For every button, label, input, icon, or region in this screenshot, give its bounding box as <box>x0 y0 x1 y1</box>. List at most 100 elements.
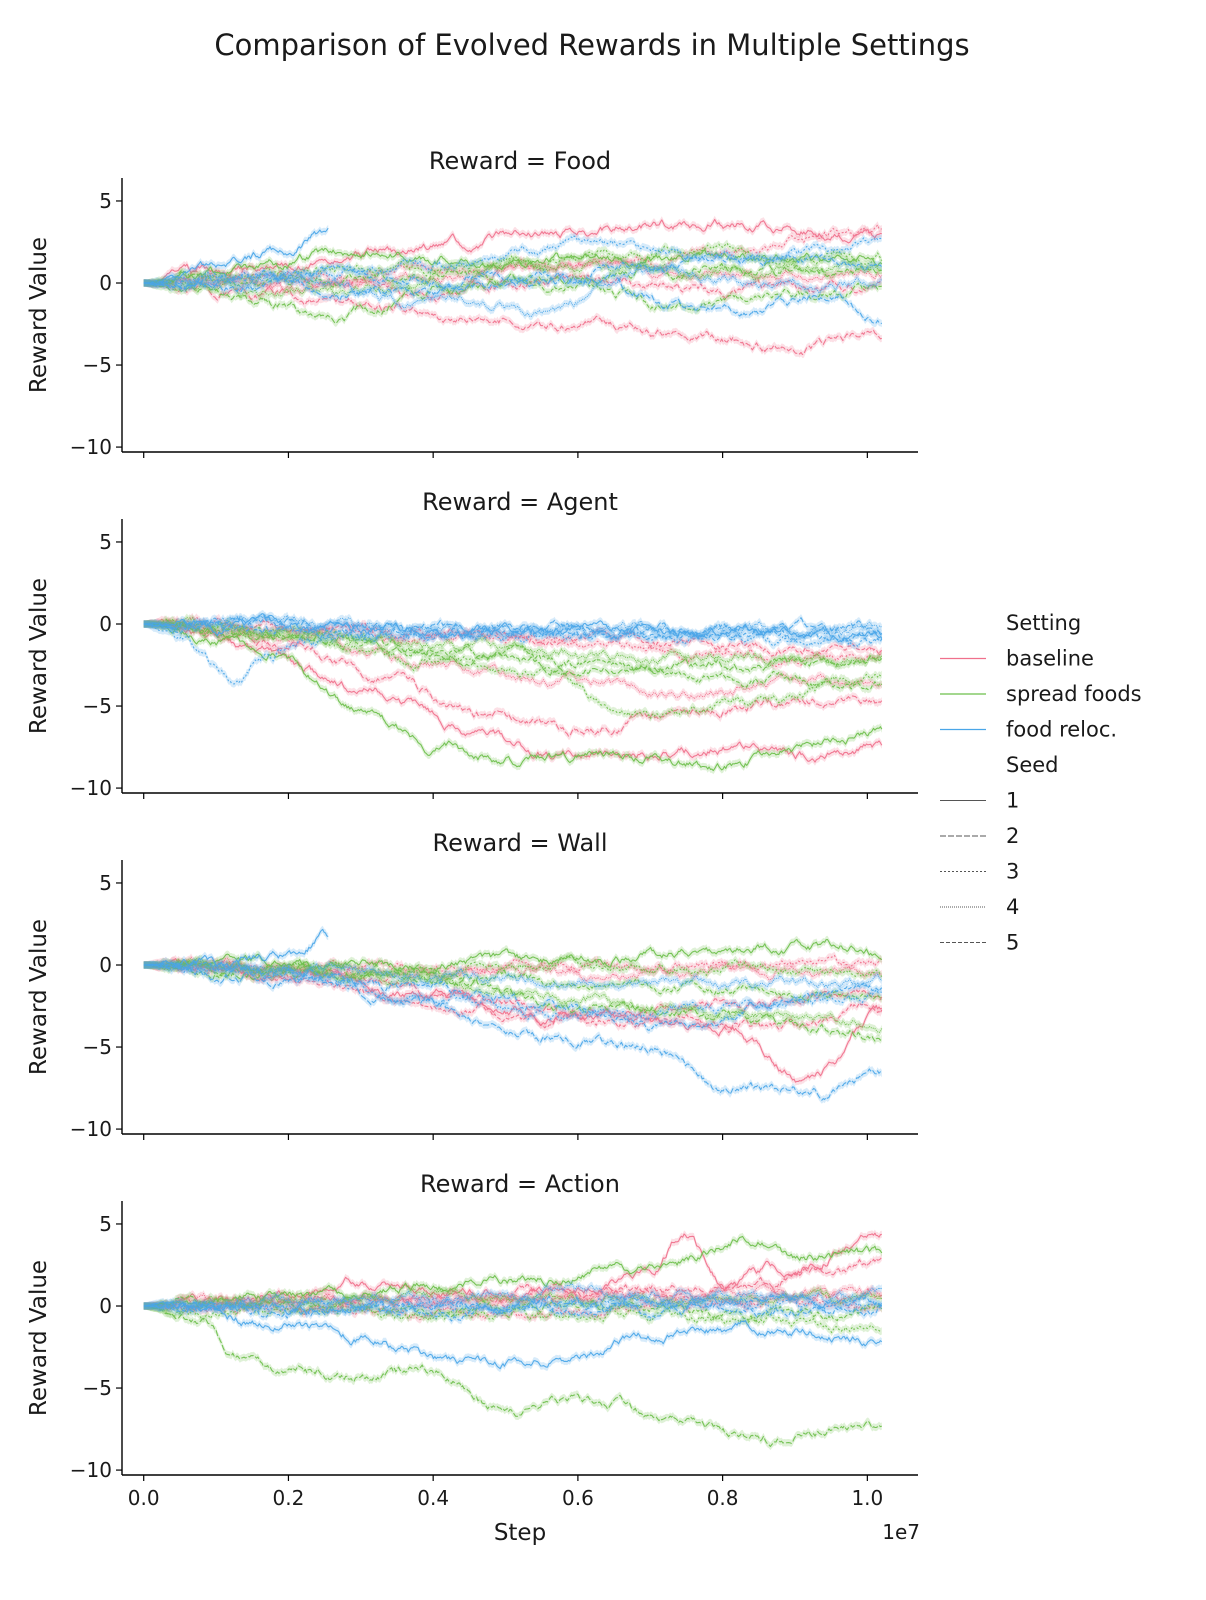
y-tick-label: −10 <box>70 1458 112 1482</box>
series-line-spread-foods-seed-1 <box>143 1235 883 1309</box>
series-band <box>143 224 329 289</box>
series-line-spread-foods-seed-2 <box>143 623 883 677</box>
facet-title: Reward = Action <box>420 1170 620 1198</box>
series-line-baseline-seed-2 <box>143 281 882 356</box>
series-line-baseline-seed-5 <box>143 618 883 657</box>
x-tick-label: 0.8 <box>707 1486 739 1510</box>
y-tick-label: −5 <box>83 1376 112 1400</box>
series-band <box>143 1297 882 1373</box>
series-band <box>143 260 882 321</box>
series-line-food-reloc--seed-3 <box>143 963 882 1021</box>
y-tick-label: 0 <box>99 1294 112 1318</box>
series-band <box>143 244 882 287</box>
series-line-spread-foods-seed-2 <box>143 1305 882 1448</box>
series-band <box>143 616 882 740</box>
series-line-spread-foods-seed-5 <box>143 269 882 312</box>
series-band <box>143 614 882 647</box>
y-axis-label: Reward Value <box>26 1260 52 1416</box>
series-line-spread-foods-seed-2 <box>143 960 883 1042</box>
y-tick-label: −5 <box>83 694 112 718</box>
series-line-spread-foods-seed-1 <box>143 623 883 772</box>
x-offset-label: 1e7 <box>882 1520 920 1544</box>
series-band <box>143 232 882 288</box>
series-line-food-reloc--seed-5 <box>143 617 883 644</box>
y-tick-label: −5 <box>83 1035 112 1059</box>
series-band <box>143 1291 882 1325</box>
series-band <box>143 1253 882 1314</box>
series-band <box>143 1232 882 1313</box>
series-band <box>143 935 882 978</box>
series-line-baseline-seed-4 <box>143 622 883 700</box>
y-tick-label: 5 <box>99 1212 112 1236</box>
series-line-food-reloc--seed-2 <box>143 274 883 325</box>
series-band <box>143 951 882 983</box>
series-line-food-reloc--seed-1 <box>143 1300 883 1370</box>
legend-seed-label: 2 <box>1006 824 1019 848</box>
facet-3: Reward = Action 5 0 −5 −10 0.0 0.2 0.4 0.6 0.8 1.0… <box>26 1170 918 1510</box>
facet-panels: Reward = Food 5 0 −5 −10 Reward Value Reward =… <box>26 147 918 1510</box>
series-band <box>143 1280 882 1314</box>
x-tick-label: 0.2 <box>273 1486 305 1510</box>
series-line-food-reloc--seed-5 <box>143 254 883 290</box>
legend-seed-label: 3 <box>1006 860 1019 884</box>
series-line-food-reloc--seed-4 <box>143 962 883 990</box>
series-band <box>143 267 882 306</box>
y-tick-label: 0 <box>99 953 112 977</box>
series-band <box>143 215 882 288</box>
y-tick-label: 5 <box>99 189 112 213</box>
series-band <box>143 925 329 972</box>
series-line-baseline-seed-1 <box>143 218 882 285</box>
series-band <box>143 613 882 671</box>
legend-seed-label: 5 <box>1006 931 1019 955</box>
series-band <box>143 1290 882 1319</box>
y-tick-label: −5 <box>83 353 112 377</box>
series-line-spread-foods-seed-4 <box>143 1288 883 1318</box>
facet-title: Reward = Food <box>429 147 611 175</box>
series-group <box>143 1229 883 1451</box>
legend: Setting baseline spread foods food reloc. Se… <box>940 611 1142 955</box>
facet-2: Reward = Wall 5 0 −5 −10 Reward Value <box>26 829 918 1141</box>
series-line-baseline-seed-4 <box>143 1283 883 1310</box>
legend-setting-title: Setting <box>1006 611 1081 635</box>
series-line-food-reloc--seed-4 <box>143 263 883 318</box>
y-tick-label: 5 <box>99 871 112 895</box>
series-band <box>143 617 882 722</box>
series-line-baseline-seed-4 <box>143 258 883 294</box>
series-band <box>143 251 882 293</box>
y-tick-label: −10 <box>70 776 112 800</box>
series-line-food-reloc--seed-3 <box>143 623 883 685</box>
series-band <box>143 256 882 301</box>
series-band <box>143 951 882 978</box>
facet-title: Reward = Wall <box>433 829 608 857</box>
legend-seed-label: 1 <box>1006 789 1019 813</box>
facet-title: Reward = Agent <box>422 488 618 516</box>
series-line-spread-foods-seed-1 <box>143 938 883 975</box>
x-tick-label: 1.0 <box>851 1486 883 1510</box>
series-line-spread-foods-seed-4 <box>143 259 882 298</box>
legend-seed-title: Seed <box>1006 753 1059 777</box>
y-tick-label: 5 <box>99 530 112 554</box>
facet-0: Reward = Food 5 0 −5 −10 Reward Value <box>26 147 918 459</box>
series-line-food-reloc--seed-5 <box>143 960 883 1031</box>
series-band <box>143 1290 882 1316</box>
series-line-food-reloc--seed-5 <box>143 1299 883 1322</box>
x-axis-label: Step <box>494 1520 546 1546</box>
series-band <box>143 612 882 670</box>
series-line-spread-foods-seed-4 <box>143 616 883 668</box>
series-group <box>143 925 883 1104</box>
series-band <box>143 221 882 291</box>
series-line-baseline-seed-5 <box>143 270 882 303</box>
series-line-spread-foods-seed-5 <box>143 618 883 691</box>
series-line-food-reloc--seed-3 <box>143 1293 883 1313</box>
x-tick-label: 0.6 <box>562 1486 594 1510</box>
series-line-baseline-seed-2 <box>143 619 883 737</box>
legend-setting-label: food reloc. <box>1006 718 1117 742</box>
y-axis-label: Reward Value <box>26 578 52 734</box>
y-tick-label: −10 <box>70 435 112 459</box>
series-band <box>143 266 882 315</box>
series-band <box>143 958 882 1025</box>
series-line-spread-foods-seed-4 <box>143 957 883 1034</box>
series-line-food-reloc--seed-3 <box>143 235 883 285</box>
series-line-baseline-seed-5 <box>143 960 883 1033</box>
